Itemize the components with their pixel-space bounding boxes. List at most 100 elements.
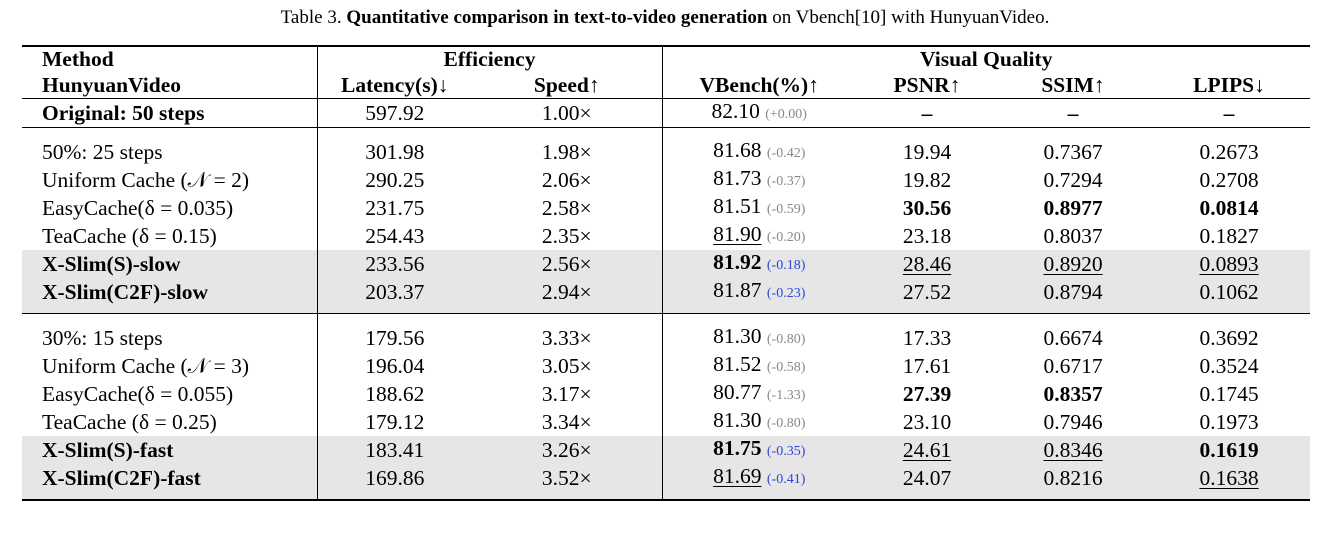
cell-lpips: 0.1638 <box>1148 464 1310 501</box>
cell-ssim: 0.8216 <box>998 464 1148 501</box>
lpips-value: 0.2708 <box>1199 167 1259 192</box>
cell-ssim: 0.8920 <box>998 250 1148 278</box>
psnr-value: 30.56 <box>902 195 952 220</box>
ssim-value: 0.8037 <box>1043 223 1103 248</box>
cell-psnr: 27.52 <box>856 278 998 314</box>
vbench-delta: (-1.33) <box>766 388 806 403</box>
lpips-value: 0.3692 <box>1199 325 1259 350</box>
cell-latency: 254.43 <box>365 223 425 248</box>
cell-speed: 2.58× <box>472 194 663 222</box>
cell-latency: 233.56 <box>317 250 472 278</box>
ssim-value: 0.8977 <box>1043 195 1103 220</box>
caption-label: Table 3. <box>280 7 342 28</box>
vbench-delta: (-0.23) <box>766 286 806 301</box>
cell-method: 30%: 15 steps <box>22 313 318 352</box>
cell-lpips: 0.1827 <box>1148 222 1310 250</box>
cell-psnr: 23.18 <box>856 222 998 250</box>
cell-speed: 3.33× <box>472 313 663 352</box>
vbench-delta: (-0.58) <box>766 360 806 375</box>
header-speed: Speed↑ <box>472 72 663 99</box>
table-row: X-Slim(C2F)-slow 203.37 2.94× 81.87 (-0.23)… <box>22 278 1310 314</box>
table-row: EasyCache(δ = 0.055) 188.62 3.17× 80.77 (-1… <box>22 380 1310 408</box>
ssim-value: 0.8346 <box>1043 437 1103 462</box>
cell-vbench: 82.10 (+0.00) <box>662 98 856 128</box>
cell-latency: 183.41 <box>317 436 472 464</box>
lpips-value: 0.1745 <box>1199 381 1259 406</box>
cell-speed: 3.34× <box>472 408 663 436</box>
vbench-delta: (-0.42) <box>766 146 806 161</box>
cell-psnr: 30.56 <box>856 194 998 222</box>
cell-lpips: 0.2708 <box>1148 166 1310 194</box>
cell-lpips: 0.1745 <box>1148 380 1310 408</box>
cell-ssim: 0.7946 <box>998 408 1148 436</box>
vbench-delta: (-0.18) <box>766 258 806 273</box>
cell-method: X-Slim(C2F)-fast <box>22 464 318 501</box>
cell-latency: 231.75 <box>365 195 425 220</box>
lpips-value: 0.1062 <box>1199 279 1259 304</box>
cell-psnr: 17.61 <box>856 352 998 380</box>
vbench-value: 81.68 <box>713 138 762 162</box>
cell-psnr: 23.10 <box>856 408 998 436</box>
cell-latency: 179.12 <box>365 409 425 434</box>
cell-vbench: 81.52 (-0.58) <box>662 352 856 380</box>
psnr-value: 24.61 <box>902 437 952 462</box>
cell-lpips: 0.1973 <box>1148 408 1310 436</box>
cell-method: X-Slim(S)-slow <box>22 250 318 278</box>
vbench-value: 81.90 <box>713 222 762 246</box>
psnr-value: 23.10 <box>902 409 952 434</box>
table-row: X-Slim(C2F)-fast 169.86 3.52× 81.69 (-0.41)… <box>22 464 1310 501</box>
results-table: Method Efficiency Visual Quality Hunyuan… <box>22 45 1310 501</box>
vbench-delta: (+0.00) <box>765 107 807 122</box>
cell-lpips: – <box>1148 98 1310 128</box>
psnr-value: 27.39 <box>902 381 952 406</box>
cell-latency: 169.86 <box>317 464 472 501</box>
vbench-value: 81.92 <box>713 250 762 274</box>
vbench-value: 81.51 <box>713 194 762 218</box>
ssim-value: 0.8357 <box>1043 381 1103 406</box>
cell-latency: 301.98 <box>317 127 472 166</box>
lpips-value: 0.0814 <box>1199 195 1259 220</box>
lpips-value: 0.0893 <box>1199 251 1259 276</box>
cell-speed: 2.35× <box>472 222 663 250</box>
ssim-value: 0.8216 <box>1043 465 1103 490</box>
vbench-value: 81.30 <box>713 324 762 348</box>
cell-method: TeaCache (δ = 0.15) <box>22 222 318 250</box>
cell-method: 50%: 25 steps <box>22 127 318 166</box>
ssim-value: 0.8794 <box>1043 279 1103 304</box>
psnr-value: 28.46 <box>902 251 952 276</box>
ssim-value: 0.8920 <box>1043 251 1103 276</box>
cell-method: X-Slim(C2F)-slow <box>22 278 318 314</box>
ssim-value: 0.6674 <box>1043 325 1103 350</box>
ssim-value: 0.7946 <box>1043 409 1103 434</box>
cell-psnr: 28.46 <box>856 250 998 278</box>
cell-ssim: 0.7294 <box>998 166 1148 194</box>
cell-method: Uniform Cache (𝒩 = 2) <box>22 166 318 194</box>
table-row: TeaCache (δ = 0.25) 179.12 3.34× 81.30 (-0.… <box>22 408 1310 436</box>
vbench-delta: (-0.80) <box>766 332 806 347</box>
psnr-value: 19.82 <box>902 167 952 192</box>
lpips-value: 0.1827 <box>1199 223 1259 248</box>
vbench-value: 81.52 <box>713 352 762 376</box>
cell-lpips: 0.3692 <box>1148 313 1310 352</box>
vbench-value: 81.75 <box>713 436 762 460</box>
row-original: Original: 50 steps 597.92 1.00× 82.10 (+… <box>22 98 1310 128</box>
cell-psnr: 27.39 <box>856 380 998 408</box>
cell-method: EasyCache(δ = 0.055) <box>22 380 318 408</box>
ssim-value: 0.6717 <box>1043 353 1103 378</box>
cell-speed: 2.94× <box>472 278 663 314</box>
psnr-value: 27.52 <box>902 279 952 304</box>
cell-ssim: 0.8346 <box>998 436 1148 464</box>
cell-method: TeaCache (δ = 0.25) <box>22 408 318 436</box>
cell-ssim: 0.7367 <box>998 127 1148 166</box>
cell-lpips: 0.2673 <box>1148 127 1310 166</box>
header-lpips: LPIPS↓ <box>1193 72 1265 97</box>
vbench-value: 81.30 <box>713 408 762 432</box>
lpips-value: 0.2673 <box>1199 139 1259 164</box>
table-row: Uniform Cache (𝒩 = 3) 196.04 3.05× 81.52 (-… <box>22 352 1310 380</box>
ssim-value: 0.7294 <box>1043 167 1103 192</box>
header-row-2: HunyuanVideo Latency(s)↓ Speed↑ VBench(%… <box>22 72 1310 99</box>
vbench-value: 80.77 <box>713 380 762 404</box>
table-row: EasyCache(δ = 0.035) 231.75 2.58× 81.51 (-0… <box>22 194 1310 222</box>
cell-lpips: 0.1619 <box>1148 436 1310 464</box>
cell-vbench: 81.69 (-0.41) <box>662 464 856 501</box>
